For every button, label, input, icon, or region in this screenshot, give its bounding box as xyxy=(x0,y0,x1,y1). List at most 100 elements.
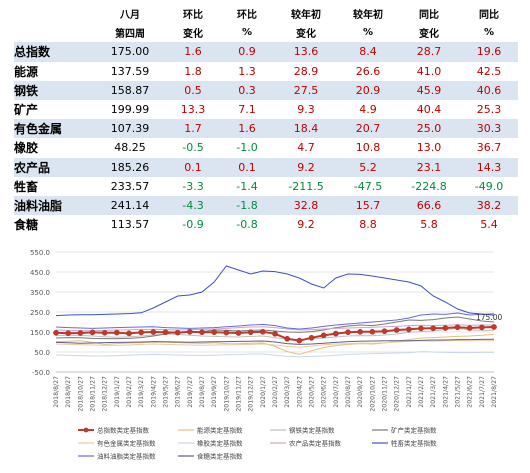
header-cell: 变化 xyxy=(419,29,439,41)
data-point xyxy=(186,328,193,335)
table-row: 有色金属 107.39 1.7 1.6 18.4 20.7 25.0 30.3 xyxy=(14,119,518,139)
legend-label: 能源类定基指数 xyxy=(197,426,243,435)
x-tick-label: 2020/9/27 xyxy=(357,376,364,408)
data-point xyxy=(199,329,205,336)
change-cell: 1.7 xyxy=(166,119,220,139)
x-tick-label: 2019/12/27 xyxy=(248,376,255,412)
data-point xyxy=(174,329,181,336)
table-row: 食糖 113.57 -0.9 -0.8 9.2 8.8 5.8 5.4 xyxy=(14,215,518,234)
header-row: 第四周 变化% 变化% 变化% xyxy=(14,23,518,42)
change-cell: -47.5 xyxy=(353,179,383,193)
change-cell: -1.0 xyxy=(236,141,258,155)
row-name: 农产品 xyxy=(14,157,94,177)
change-cell: 7.1 xyxy=(238,103,256,117)
change-cell: 13.3 xyxy=(180,103,206,117)
data-point xyxy=(126,330,132,337)
chart-series xyxy=(53,265,497,358)
x-tick-label: 2019/9/27 xyxy=(211,376,218,408)
data-point xyxy=(247,329,254,336)
legend-label: 有色金属类定基指数 xyxy=(97,439,156,448)
x-tick-label: 2020/8/27 xyxy=(345,376,352,408)
x-tick-label: 2020/4/27 xyxy=(296,376,303,408)
change-cell: 28.7 xyxy=(398,42,460,62)
change-cell: -224.8 xyxy=(411,179,447,193)
data-point xyxy=(101,329,108,336)
data-point xyxy=(223,329,230,336)
change-cell: 9.2 xyxy=(274,157,338,177)
data-point xyxy=(77,330,84,336)
data-point xyxy=(357,328,364,335)
x-axis: 2018/8/27 2018/9/27 2018/10/27 2018/11/27 20… xyxy=(53,376,498,412)
change-cell: -49.0 xyxy=(474,179,504,193)
data-point xyxy=(296,337,303,344)
x-tick-label: 2020/7/27 xyxy=(333,376,340,408)
legend-label: 食糖类定基指数 xyxy=(197,452,243,461)
x-tick-label: 2019/3/27 xyxy=(138,376,145,408)
row-value: 199.99 xyxy=(110,103,150,117)
change-cell: 5.4 xyxy=(480,218,498,232)
change-cell: 0.1 xyxy=(220,157,274,177)
header-cell xyxy=(14,4,94,23)
header-cell xyxy=(14,23,94,42)
header-row: 八月 环比 环比 较年初 较年初 同比 同比 xyxy=(14,4,518,23)
change-cell: -1.4 xyxy=(236,179,258,193)
change-cell: 13.0 xyxy=(416,141,442,155)
series-line xyxy=(55,351,494,358)
row-value: 137.59 xyxy=(110,64,150,78)
data-point xyxy=(53,329,59,336)
change-cell: 20.9 xyxy=(338,80,398,100)
data-point xyxy=(430,325,437,332)
data-point xyxy=(332,330,339,337)
data-point xyxy=(369,328,376,335)
change-cell: -0.5 xyxy=(182,141,204,155)
row-name: 有色金属 xyxy=(14,119,94,139)
x-tick-label: 2018/11/27 xyxy=(90,376,97,412)
change-cell: 5.8 xyxy=(420,218,438,232)
row-value: 158.87 xyxy=(94,80,166,100)
change-cell: 36.7 xyxy=(476,141,502,155)
header-cell: % xyxy=(241,27,253,39)
change-cell: 45.9 xyxy=(398,80,460,100)
change-cell: 5.2 xyxy=(338,157,398,177)
table-row: 能源 137.59 1.8 1.3 28.9 26.6 41.0 42.5 xyxy=(14,62,518,81)
table-row: 橡胶 48.25 -0.5 -1.0 4.7 10.8 13.0 36.7 xyxy=(14,138,518,157)
series-line xyxy=(55,265,495,317)
x-tick-label: 2021/6/27 xyxy=(467,376,474,408)
x-tick-label: 2020/11/27 xyxy=(382,376,389,412)
data-point xyxy=(150,329,157,335)
legend-label: 农产品类定基指数 xyxy=(289,439,342,448)
x-tick-label: 2019/6/27 xyxy=(175,376,182,408)
change-cell: 10.8 xyxy=(355,141,381,155)
legend-label: 矿产类定基指数 xyxy=(391,426,437,435)
data-point xyxy=(235,330,242,336)
x-tick-label: 2021/1/27 xyxy=(406,376,413,408)
x-tick-label: 2021/8/27 xyxy=(491,376,498,408)
change-cell: 9.2 xyxy=(297,218,315,232)
legend-label: 油料油脂类定基指数 xyxy=(97,452,156,461)
series-line xyxy=(55,338,495,345)
x-tick-label: 2018/10/27 xyxy=(77,376,84,412)
legend-marker xyxy=(83,427,89,433)
change-cell: 27.5 xyxy=(274,80,338,100)
x-tick-label: 2021/5/27 xyxy=(455,376,462,408)
index-table: 八月 环比 环比 较年初 较年初 同比 同比 第四周 变化% 变化% 变化% 总指数 175.00 1… xyxy=(14,4,518,234)
x-tick-label: 2021/7/27 xyxy=(479,376,486,408)
change-cell: 28.9 xyxy=(293,64,319,78)
change-cell: 23.1 xyxy=(398,157,460,177)
x-tick-label: 2020/1/27 xyxy=(260,376,267,408)
y-axis: 550.0 450.0 350.0 250.0 150.0 50.0 -50.0 xyxy=(30,249,50,377)
legend-label: 牲畜类定基指数 xyxy=(391,439,437,448)
change-cell: 25.3 xyxy=(476,103,502,117)
table-row: 钢铁 158.87 0.5 0.3 27.5 20.9 45.9 40.6 xyxy=(14,80,518,100)
chart-annotation: 175.00 xyxy=(476,313,502,322)
series-line xyxy=(55,324,494,332)
change-cell: 0.5 xyxy=(166,80,220,100)
header-cell: 较年初 xyxy=(353,10,383,22)
legend-label: 钢铁类定基指数 xyxy=(289,426,335,435)
x-tick-label: 2019/11/27 xyxy=(236,376,243,412)
x-tick-label: 2021/3/27 xyxy=(430,376,437,408)
change-cell: 19.6 xyxy=(460,42,518,62)
header-cell: 变化 xyxy=(183,29,203,41)
x-tick-label: 2018/12/27 xyxy=(102,376,109,412)
